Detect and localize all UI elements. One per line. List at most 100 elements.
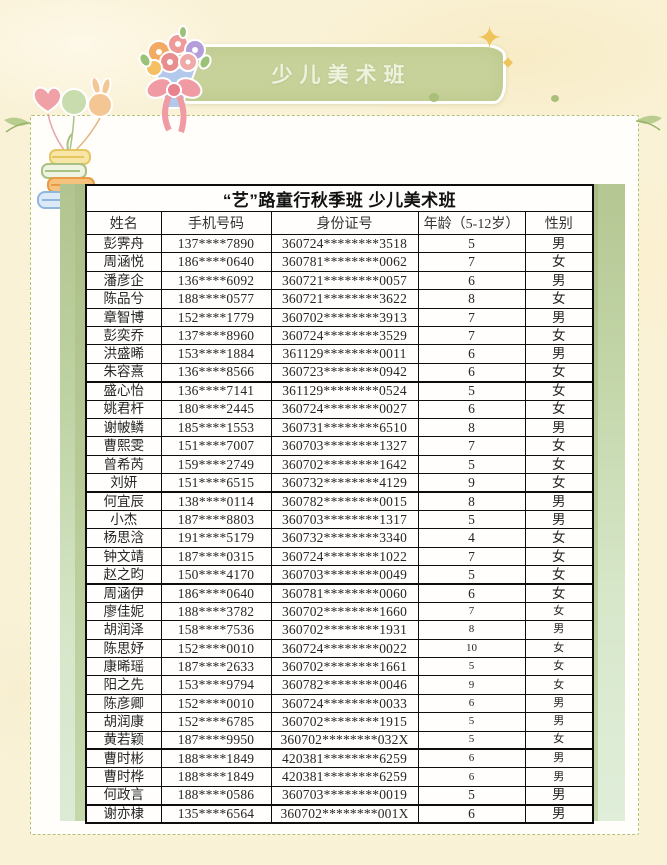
id-number-cell: 360724********3518 (270, 233, 419, 254)
student-name-cell: 盛心怡 (85, 381, 162, 401)
table-row: 陈思妤 152****0010 360724********0022 10 女 (85, 638, 594, 658)
id-number-cell: 360724********0033 (270, 693, 419, 714)
student-name-cell: 廖佳妮 (85, 601, 162, 622)
phone-cell: 186****0640 (160, 252, 272, 272)
student-name-cell: 曹时彬 (85, 748, 162, 769)
roster-table: “艺”路童行秋季班 少儿美术班 姓名 手机号码 身份证号 年龄（5-12岁） 性… (85, 184, 594, 824)
phone-cell: 187****8803 (160, 509, 272, 530)
gender-cell: 女 (524, 656, 594, 677)
student-name-cell: 洪盛晞 (85, 344, 162, 364)
table-row: 章智博 152****1779 360702********3913 7 男 (85, 307, 594, 327)
gender-cell: 女 (524, 399, 594, 419)
table-row: 黄若颖 187****9950 360702********032X 5 女 (85, 730, 594, 751)
student-name-cell: 胡润泽 (85, 620, 162, 640)
age-cell: 5 (417, 454, 526, 475)
student-name-cell: 陈彦卿 (85, 693, 162, 714)
age-cell: 6 (417, 767, 526, 787)
paint-dot-icon (429, 93, 439, 102)
id-number-cell: 360703********1327 (270, 436, 419, 456)
age-cell: 6 (417, 804, 526, 824)
phone-cell: 188****1849 (160, 748, 272, 769)
roster-section: “艺”路童行秋季班 少儿美术班 姓名 手机号码 身份证号 年龄（5-12岁） 性… (60, 184, 625, 824)
table-row: 何政言 188****0586 360703********0019 5 男 (85, 785, 594, 806)
id-number-cell: 360702********032X (270, 730, 419, 751)
id-number-cell: 360702********3913 (270, 307, 419, 327)
id-number-cell: 360732********3340 (270, 528, 419, 548)
gender-cell: 女 (524, 289, 594, 309)
col-header-gender: 性别 (524, 211, 594, 235)
table-row: 康晞瑶 187****2633 360702********1661 5 女 (85, 656, 594, 677)
gender-cell: 男 (524, 233, 594, 254)
leaf-icon (4, 117, 31, 133)
id-number-cell: 360781********0062 (270, 252, 419, 272)
col-header-id: 身份证号 (270, 211, 419, 235)
age-cell: 5 (417, 656, 526, 677)
phone-cell: 152****0010 (160, 693, 272, 714)
id-number-cell: 360723********0942 (270, 362, 419, 383)
age-cell: 5 (417, 565, 526, 585)
student-name-cell: 钟文靖 (85, 546, 162, 567)
phone-cell: 180****2445 (160, 399, 272, 419)
student-name-cell: 赵之昀 (85, 565, 162, 585)
id-number-cell: 360702********1642 (270, 454, 419, 475)
id-number-cell: 361129********0524 (270, 381, 419, 401)
table-row: 阳之先 153****9794 360782********0046 9 女 (85, 675, 594, 695)
id-number-cell: 360724********1022 (270, 546, 419, 567)
student-name-cell: 刘妍 (85, 473, 162, 493)
roster-body: 彭霁舟 137****7890 360724********3518 5 男周涵悦 186… (85, 233, 594, 824)
age-cell: 6 (417, 583, 526, 603)
id-number-cell: 360721********0057 (270, 270, 419, 291)
id-number-cell: 360702********1915 (270, 712, 419, 732)
age-cell: 7 (417, 436, 526, 456)
gender-cell: 女 (524, 252, 594, 272)
gender-cell: 男 (524, 307, 594, 327)
gender-cell: 女 (524, 436, 594, 456)
student-name-cell: 康晞瑶 (85, 656, 162, 677)
gender-cell: 男 (524, 491, 594, 511)
student-name-cell: 潘彦企 (85, 270, 162, 291)
age-cell: 5 (417, 233, 526, 254)
student-name-cell: 章智博 (85, 307, 162, 327)
table-row: 刘妍 151****6515 360732********4129 9 女 (85, 473, 594, 493)
id-number-cell: 360703********0019 (270, 785, 419, 806)
gender-cell: 男 (524, 417, 594, 438)
age-cell: 6 (417, 362, 526, 383)
table-row: 盛心怡 136****7141 361129********0524 5 女 (85, 381, 594, 401)
student-name-cell: 陈思妤 (85, 638, 162, 658)
leaf-icon (635, 115, 662, 131)
age-cell: 9 (417, 473, 526, 493)
student-name-cell: 胡润康 (85, 712, 162, 732)
gender-cell: 女 (524, 730, 594, 751)
phone-cell: 159****2749 (160, 454, 272, 475)
table-row: 洪盛晞 153****1884 361129********0011 6 男 (85, 344, 594, 364)
age-cell: 10 (417, 638, 526, 658)
phone-cell: 136****7141 (160, 381, 272, 401)
student-name-cell: 陈品兮 (85, 289, 162, 309)
age-cell: 8 (417, 289, 526, 309)
table-row: 陈彦卿 152****0010 360724********0033 6 男 (85, 693, 594, 714)
student-name-cell: 阳之先 (85, 675, 162, 695)
phone-cell: 136****8566 (160, 362, 272, 383)
gender-cell: 男 (524, 712, 594, 732)
col-header-name: 姓名 (85, 211, 162, 235)
student-name-cell: 何宜辰 (85, 491, 162, 511)
age-cell: 8 (417, 417, 526, 438)
gender-cell: 男 (524, 344, 594, 364)
paint-dot-icon (551, 95, 559, 102)
student-name-cell: 谢帔鳞 (85, 417, 162, 438)
age-cell: 7 (417, 307, 526, 327)
phone-cell: 188****3782 (160, 601, 272, 622)
phone-cell: 137****7890 (160, 233, 272, 254)
phone-cell: 185****1553 (160, 417, 272, 438)
id-number-cell: 361129********0011 (270, 344, 419, 364)
phone-cell: 187****0315 (160, 546, 272, 567)
table-row: 曹时彬 188****1849 420381********6259 6 男 (85, 748, 594, 769)
phone-cell: 135****6564 (160, 804, 272, 824)
phone-cell: 186****0640 (160, 583, 272, 603)
id-number-cell: 360724********3529 (270, 325, 419, 346)
table-row: 曹时桦 188****1849 420381********6259 6 男 (85, 767, 594, 787)
age-cell: 7 (417, 252, 526, 272)
gender-cell: 女 (524, 601, 594, 622)
id-number-cell: 360702********001X (270, 804, 419, 824)
student-name-cell: 曹熙雯 (85, 436, 162, 456)
